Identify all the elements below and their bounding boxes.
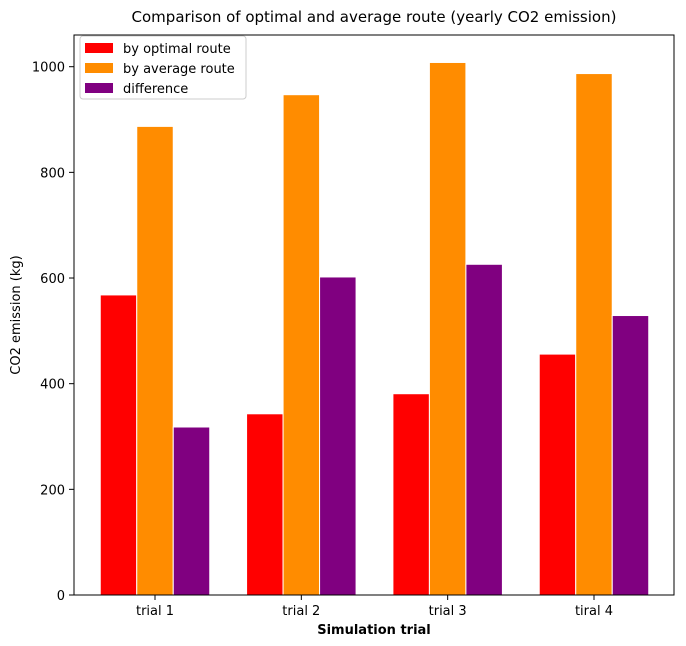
bar-by-average-route-tiral-4 (575, 73, 613, 596)
x-tick-label: trial 2 (282, 604, 320, 619)
x-tick-label: trial 1 (136, 604, 174, 619)
legend: by optimal route by average route differen… (79, 35, 247, 100)
x-tick-label: tiral 4 (575, 604, 613, 619)
y-tick-label: 800 (40, 166, 65, 181)
plot-frame (73, 34, 675, 596)
y-tick-label: 0 (57, 589, 65, 604)
bar-by-optimal-route-trial-1 (99, 294, 138, 596)
y-axis: 0 200 400 600 800 1000 (32, 61, 74, 604)
legend-label: by average route (123, 62, 235, 77)
legend-swatch (85, 83, 113, 93)
y-tick-label: 600 (40, 272, 65, 287)
bar-by-optimal-route-tiral-4 (538, 353, 577, 596)
bar-by-optimal-route-trial-2 (246, 413, 284, 596)
x-axis: trial 1 trial 2 trial 3 tiral 4 (136, 595, 613, 619)
bar-by-average-route-trial-2 (282, 94, 321, 596)
x-axis-label: Simulation trial (317, 623, 431, 638)
chart-title: Comparison of optimal and average route … (132, 8, 617, 26)
legend-label: by optimal route (123, 42, 231, 57)
bar-difference-trial-1 (172, 426, 211, 596)
legend-swatch (85, 43, 113, 53)
legend-label: difference (123, 82, 188, 97)
bar-difference-trial-2 (319, 276, 357, 596)
bar-difference-tiral-4 (611, 315, 650, 596)
y-tick-label: 400 (40, 378, 65, 393)
bar-by-optimal-route-trial-3 (392, 393, 430, 596)
y-tick-label: 1000 (32, 61, 65, 76)
bars-group (99, 61, 650, 596)
bar-by-average-route-trial-3 (428, 61, 467, 596)
legend-box (79, 35, 247, 100)
legend-swatch (85, 63, 113, 73)
bar-by-average-route-trial-1 (136, 125, 174, 596)
bar-difference-trial-3 (465, 263, 503, 596)
y-axis-label: CO2 emission (kg) (9, 255, 24, 374)
x-tick-label: trial 3 (429, 604, 467, 619)
y-tick-label: 200 (40, 483, 65, 498)
